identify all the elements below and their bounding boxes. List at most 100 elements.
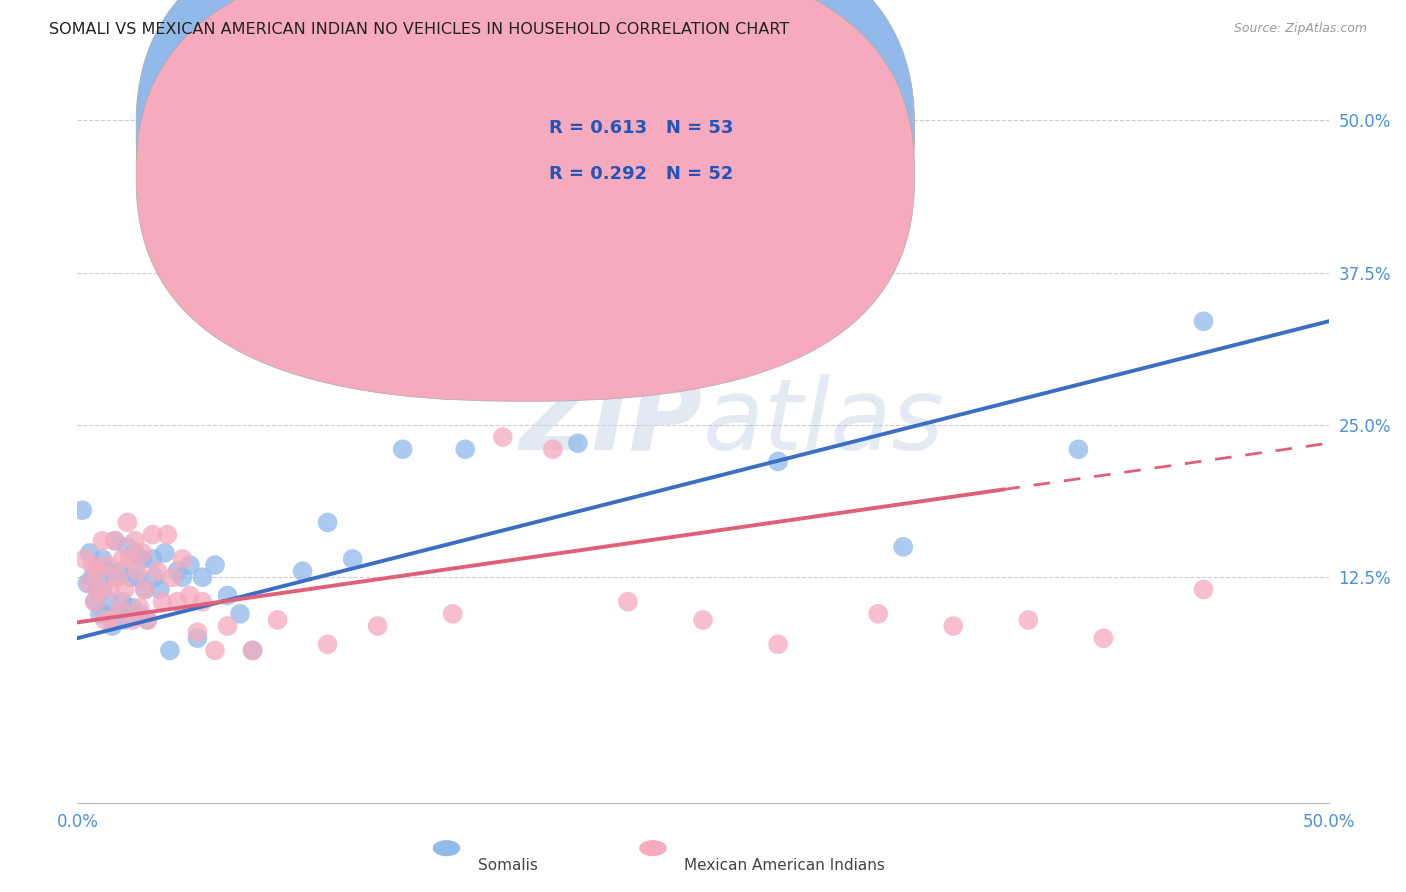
Point bbox=[91, 582, 114, 597]
Point bbox=[104, 533, 127, 548]
Point bbox=[1092, 632, 1115, 646]
Point bbox=[83, 594, 105, 608]
Text: R = 0.292   N = 52: R = 0.292 N = 52 bbox=[550, 165, 734, 183]
Point bbox=[82, 558, 104, 573]
FancyBboxPatch shape bbox=[136, 0, 914, 356]
Point bbox=[1192, 314, 1215, 328]
Point bbox=[367, 619, 389, 633]
Point bbox=[217, 589, 239, 603]
Circle shape bbox=[640, 840, 666, 856]
FancyBboxPatch shape bbox=[491, 101, 810, 207]
Point bbox=[91, 533, 114, 548]
Circle shape bbox=[433, 840, 460, 856]
Point bbox=[121, 600, 143, 615]
Text: R = 0.613   N = 53: R = 0.613 N = 53 bbox=[550, 120, 734, 137]
Point bbox=[94, 607, 117, 621]
Point bbox=[204, 558, 226, 573]
Point bbox=[86, 564, 108, 578]
Point bbox=[1067, 442, 1090, 457]
Point bbox=[567, 436, 589, 450]
Point bbox=[114, 582, 136, 597]
Point bbox=[108, 564, 131, 578]
Point bbox=[96, 558, 118, 573]
Point bbox=[146, 564, 169, 578]
Point bbox=[79, 546, 101, 560]
Text: Source: ZipAtlas.com: Source: ZipAtlas.com bbox=[1233, 22, 1367, 36]
Point bbox=[159, 643, 181, 657]
Point bbox=[1017, 613, 1039, 627]
Point bbox=[186, 625, 208, 640]
Point bbox=[186, 632, 208, 646]
Point bbox=[541, 442, 564, 457]
Point bbox=[191, 594, 214, 608]
Point bbox=[105, 570, 128, 584]
Point bbox=[342, 552, 364, 566]
Point bbox=[242, 643, 264, 657]
Point bbox=[391, 442, 413, 457]
Point bbox=[129, 600, 152, 615]
Point bbox=[153, 546, 176, 560]
Point bbox=[179, 558, 201, 573]
Point bbox=[73, 552, 96, 566]
Point bbox=[172, 570, 194, 584]
Point bbox=[166, 594, 188, 608]
Point bbox=[136, 613, 159, 627]
Point bbox=[166, 564, 188, 578]
Point bbox=[82, 570, 104, 584]
Text: atlas: atlas bbox=[703, 374, 945, 471]
Point bbox=[86, 564, 108, 578]
Point bbox=[179, 589, 201, 603]
Point bbox=[316, 637, 339, 651]
Point bbox=[114, 613, 136, 627]
Point bbox=[83, 594, 105, 608]
Point bbox=[141, 552, 163, 566]
Point bbox=[131, 546, 153, 560]
Point bbox=[124, 533, 146, 548]
Point bbox=[72, 503, 94, 517]
Point bbox=[108, 600, 131, 615]
Point bbox=[111, 594, 134, 608]
Point bbox=[129, 607, 152, 621]
Point bbox=[105, 607, 128, 621]
Point bbox=[76, 576, 98, 591]
Text: ZIP: ZIP bbox=[520, 374, 703, 471]
Point bbox=[86, 582, 108, 597]
Point bbox=[104, 533, 127, 548]
Point bbox=[121, 613, 143, 627]
Point bbox=[89, 582, 111, 597]
Point bbox=[131, 552, 153, 566]
Point bbox=[152, 594, 174, 608]
Point bbox=[91, 552, 114, 566]
Point bbox=[217, 619, 239, 633]
Point bbox=[766, 637, 789, 651]
Point bbox=[692, 613, 714, 627]
Point bbox=[266, 613, 288, 627]
Point bbox=[441, 607, 464, 621]
Point bbox=[98, 594, 121, 608]
Point bbox=[96, 564, 118, 578]
Point bbox=[868, 607, 890, 621]
Text: Mexican American Indians: Mexican American Indians bbox=[685, 858, 886, 872]
Point bbox=[291, 564, 314, 578]
Point bbox=[111, 552, 134, 566]
Point bbox=[141, 527, 163, 541]
Point bbox=[127, 570, 149, 584]
Point bbox=[149, 582, 172, 597]
Point bbox=[143, 570, 166, 584]
Point bbox=[98, 582, 121, 597]
Point bbox=[89, 607, 111, 621]
Point bbox=[162, 570, 184, 584]
Point bbox=[101, 613, 124, 627]
Point bbox=[617, 594, 640, 608]
Point bbox=[134, 582, 156, 597]
Text: SOMALI VS MEXICAN AMERICAN INDIAN NO VEHICLES IN HOUSEHOLD CORRELATION CHART: SOMALI VS MEXICAN AMERICAN INDIAN NO VEH… bbox=[49, 22, 789, 37]
Point bbox=[172, 552, 194, 566]
Point bbox=[191, 570, 214, 584]
Point bbox=[118, 570, 141, 584]
Point bbox=[204, 643, 226, 657]
Point bbox=[316, 516, 339, 530]
Point bbox=[242, 643, 264, 657]
Point bbox=[942, 619, 965, 633]
Point bbox=[101, 619, 124, 633]
Point bbox=[118, 552, 141, 566]
